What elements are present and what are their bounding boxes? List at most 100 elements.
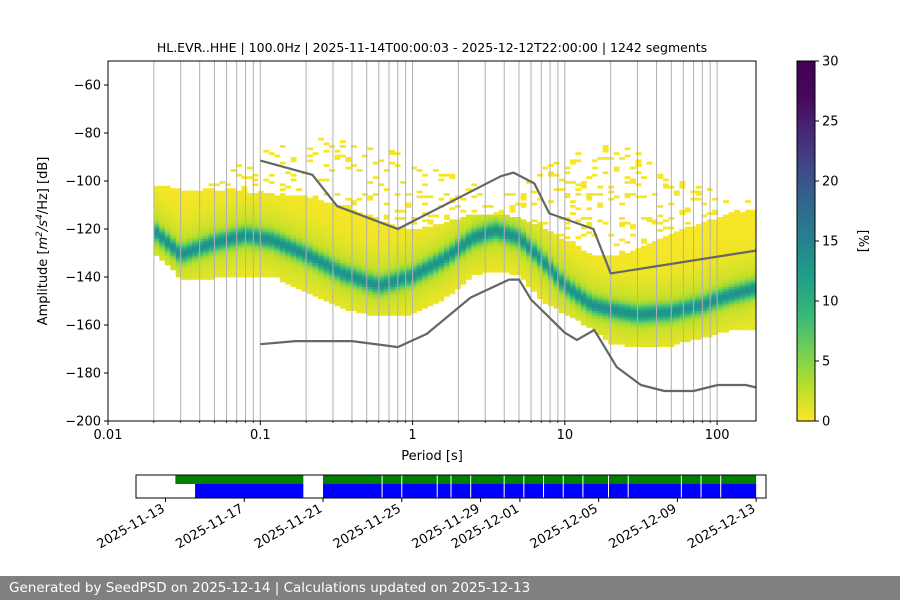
- heatmap-cell: [695, 293, 702, 297]
- heatmap-cell: [416, 269, 423, 273]
- heatmap-cell: [389, 238, 396, 242]
- heatmap-cell: [246, 202, 253, 206]
- heatmap-cell: [405, 205, 412, 208]
- heatmap-cell: [476, 265, 483, 268]
- heatmap-cell: [383, 308, 390, 311]
- heatmap-cell: [230, 262, 237, 266]
- heatmap-cell: [613, 284, 620, 287]
- heatmap-cell: [750, 274, 756, 278]
- heatmap-cell: [679, 269, 686, 273]
- heatmap-cell: [361, 289, 368, 292]
- x-tick-label: 10: [557, 428, 574, 443]
- heatmap-cell: [422, 183, 428, 187]
- heatmap-cell: [383, 265, 390, 268]
- heatmap-cell: [296, 233, 303, 237]
- availability-tick-label: 2025-11-25: [331, 501, 404, 552]
- heatmap-cell: [192, 253, 199, 256]
- heatmap-cell: [630, 317, 636, 321]
- heatmap-cell: [367, 197, 374, 201]
- heatmap-cell: [613, 267, 620, 271]
- heatmap-cell: [339, 229, 346, 232]
- heatmap-cell: [591, 305, 598, 309]
- heatmap-cell: [465, 257, 472, 261]
- heatmap-cell: [717, 217, 724, 220]
- heatmap-cell: [662, 298, 669, 302]
- heatmap-cell: [241, 241, 248, 244]
- heatmap-cell: [493, 236, 500, 239]
- heatmap-cell: [329, 238, 335, 242]
- heatmap-cell: [323, 262, 330, 266]
- heatmap-cell: [181, 272, 188, 275]
- heatmap-cell: [591, 286, 598, 290]
- heatmap-cell: [307, 243, 313, 247]
- heatmap-cell: [350, 274, 357, 278]
- heatmap-cell: [723, 267, 730, 271]
- heatmap-cell: [235, 195, 242, 199]
- heatmap-cell: [241, 245, 248, 249]
- heatmap-cell: [602, 149, 609, 153]
- heatmap-cell: [356, 248, 363, 251]
- heatmap-cell: [624, 334, 631, 338]
- heatmap-cell: [717, 293, 724, 297]
- heatmap-cell: [411, 308, 417, 311]
- heatmap-cell: [274, 209, 281, 213]
- heatmap-cell: [728, 219, 735, 223]
- heatmap-cell: [230, 231, 237, 235]
- heatmap-cell: [597, 281, 604, 285]
- heatmap-cell: [504, 193, 511, 196]
- heatmap-cell: [673, 310, 680, 314]
- heatmap-cell: [750, 296, 756, 299]
- heatmap-cell: [542, 248, 549, 251]
- heatmap-cell: [252, 243, 259, 247]
- heatmap-cell: [433, 274, 439, 278]
- heatmap-cell: [641, 293, 647, 297]
- heatmap-cell: [279, 272, 286, 275]
- heatmap-cell: [509, 221, 516, 225]
- heatmap-cell: [717, 303, 724, 307]
- heatmap-cell: [400, 289, 407, 292]
- heatmap-cell: [367, 248, 374, 251]
- heatmap-cell: [613, 301, 620, 304]
- heatmap-cell: [312, 269, 319, 273]
- heatmap-cell: [164, 248, 171, 251]
- heatmap-cell: [449, 224, 456, 227]
- heatmap-cell: [537, 255, 543, 259]
- heatmap-cell: [290, 267, 297, 271]
- heatmap-cell: [542, 233, 549, 237]
- heatmap-cell: [372, 277, 379, 280]
- heatmap-cell: [153, 233, 160, 237]
- heatmap-cell: [493, 260, 500, 263]
- heatmap-cell: [159, 224, 166, 227]
- heatmap-cell: [268, 236, 275, 239]
- colorbar-tick-label: 25: [822, 115, 839, 130]
- heatmap-cell: [454, 253, 461, 256]
- heatmap-cell: [476, 214, 483, 218]
- heatmap-cell: [504, 221, 511, 225]
- heatmap-cell: [575, 286, 582, 290]
- heatmap-cell: [411, 269, 417, 273]
- heatmap-cell: [159, 190, 166, 194]
- heatmap-cell: [290, 214, 297, 218]
- heatmap-cell: [318, 262, 324, 266]
- heatmap-cell: [296, 277, 303, 280]
- heatmap-cell: [662, 284, 669, 287]
- heatmap-cell: [750, 325, 756, 328]
- availability-tick-label: 2025-11-17: [173, 501, 246, 552]
- heatmap-cell: [422, 202, 428, 206]
- heatmap-cell: [657, 277, 664, 280]
- heatmap-cell: [285, 202, 292, 206]
- y-tick-label: −60: [74, 79, 101, 94]
- heatmap-cell: [717, 291, 724, 295]
- heatmap-cell: [203, 262, 209, 266]
- heatmap-cell: [624, 344, 631, 347]
- heatmap-cell: [159, 241, 166, 244]
- heatmap-cell: [739, 277, 746, 280]
- heatmap-cell: [241, 193, 248, 196]
- heatmap-cell: [350, 267, 357, 271]
- heatmap-cell: [646, 322, 653, 326]
- heatmap-cell: [361, 226, 368, 230]
- heatmap-cell: [569, 212, 576, 215]
- heatmap-cell: [312, 265, 319, 268]
- heatmap-cell: [717, 248, 724, 251]
- heatmap-cell: [208, 241, 215, 244]
